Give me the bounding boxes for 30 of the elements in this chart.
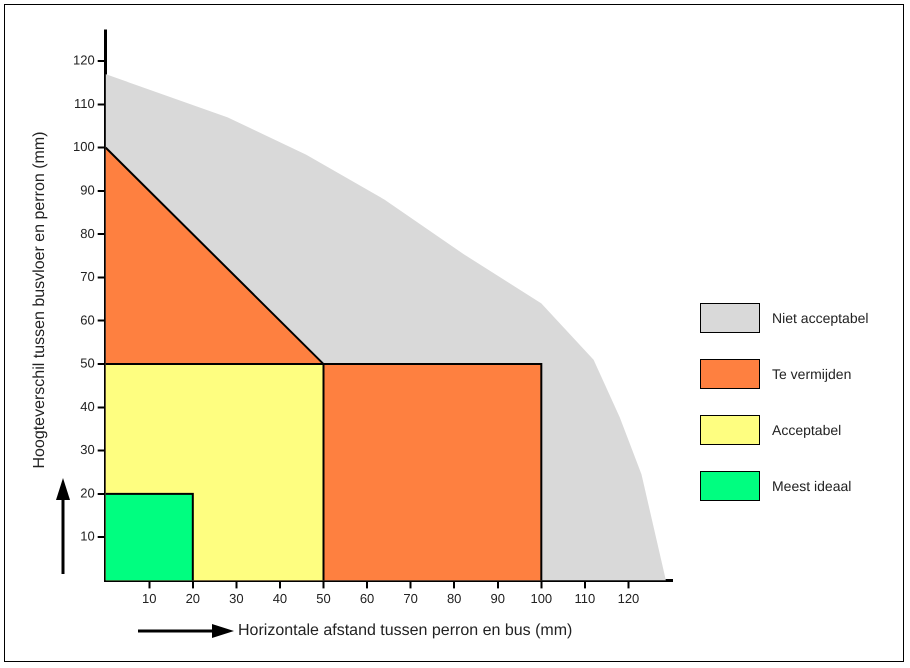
y-tick-label: 120 [72,52,95,68]
x-tick-label: 90 [490,590,505,606]
y-tick-label: 90 [80,182,95,198]
y-tick-label: 110 [74,96,95,111]
x-axis-title: Horizontale afstand tussen perron en bus (mm) [238,622,572,640]
x-tick-label: 20 [186,590,200,606]
legend-label: Niet acceptabel [772,310,869,326]
y-tick-label: 20 [80,485,95,500]
y-tick-label: 50 [80,356,95,371]
x-tick-label: 100 [530,590,552,606]
y-tick-label: 40 [80,398,95,414]
x-tick-label: 10 [142,590,156,606]
legend-label: Acceptabel [772,422,842,438]
y-axis-title: Hoogteverschil tussen busvloer en perron (mm) [31,131,49,469]
x-tick-label: 80 [446,590,462,606]
x-tick-label: 120 [618,590,640,606]
x-tick-label: 70 [403,590,418,606]
legend-label: Te vermijden [772,366,852,382]
x-tick-label: 30 [229,590,244,606]
y-tick-label: 10 [80,528,95,544]
y-tick-label: 80 [80,226,95,241]
y-tick-label: 60 [80,312,95,328]
x-tick-label: 50 [316,590,331,606]
x-tick-label: 60 [360,590,374,606]
y-tick-label: 100 [72,139,95,154]
y-tick-label: 30 [80,442,95,458]
x-tick-label: 40 [272,590,288,606]
x-tick-label: 110 [574,590,596,606]
legend-label: Meest ideaal [772,478,852,494]
y-tick-label: 70 [80,269,95,284]
